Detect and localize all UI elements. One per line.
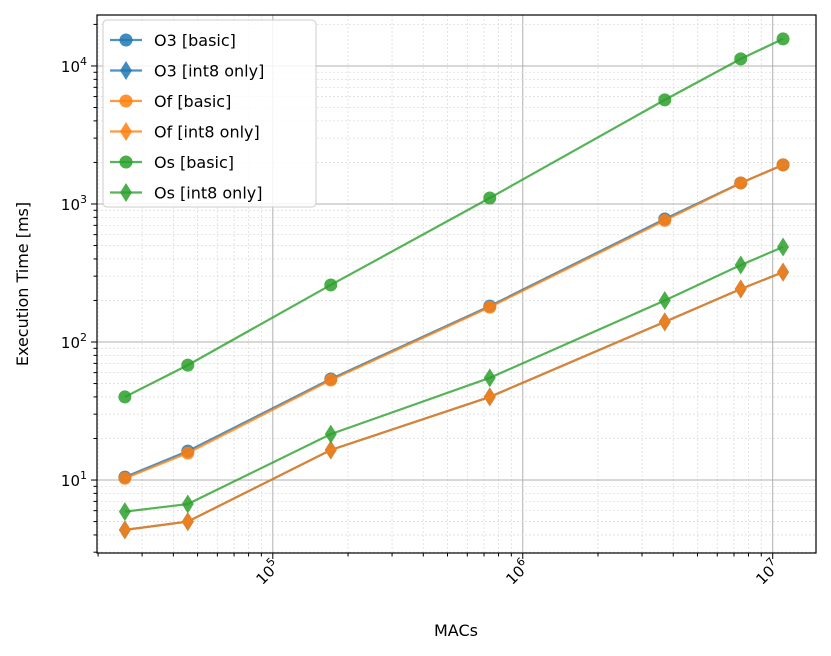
legend-circle-icon	[119, 94, 133, 108]
legend-diamond-icon	[120, 122, 132, 141]
diamond-marker	[483, 368, 496, 388]
y-tick-label: 101	[61, 469, 87, 490]
legend-label: Of [int8 only]	[154, 123, 260, 142]
circle-marker	[658, 213, 672, 227]
legend-label: O3 [int8 only]	[154, 62, 264, 81]
legend-item: Os [basic]	[110, 153, 234, 172]
series-line	[124, 271, 784, 532]
x-tick-label: 107	[750, 555, 783, 588]
series-lines	[118, 32, 790, 540]
circle-marker	[181, 446, 195, 460]
legend-item: O3 [int8 only]	[110, 61, 264, 81]
series-line	[124, 271, 784, 532]
series-os-basic	[118, 32, 790, 404]
circle-marker	[734, 52, 748, 66]
y-tick-exp: 3	[80, 193, 87, 206]
y-tick-base: 10	[61, 196, 80, 214]
circle-marker	[324, 278, 338, 292]
y-tick-exp: 1	[80, 469, 87, 482]
y-axis-label: Execution Time [ms]	[13, 202, 32, 366]
y-tick-base: 10	[61, 472, 80, 490]
legend-circle-icon	[119, 33, 133, 47]
legend-item: Of [int8 only]	[110, 122, 260, 142]
legend-item: Os [int8 only]	[110, 183, 262, 203]
y-tick-base: 10	[61, 334, 80, 352]
y-tick-exp: 4	[80, 55, 87, 68]
circle-marker	[734, 176, 748, 190]
diamond-marker	[658, 290, 671, 310]
diamond-marker	[118, 520, 131, 540]
legend-item: O3 [basic]	[110, 31, 236, 50]
series-line	[124, 245, 784, 513]
diamond-marker	[181, 512, 194, 532]
circle-marker	[324, 373, 338, 387]
circle-marker	[181, 358, 195, 372]
x-axis-label: MACs	[434, 621, 478, 640]
diamond-marker	[324, 440, 337, 460]
series-of-basic	[118, 158, 790, 485]
legend-box	[102, 19, 317, 208]
diamond-marker	[777, 262, 790, 282]
y-tick-base: 10	[61, 58, 80, 76]
circle-marker	[658, 93, 672, 107]
legend-circle-icon	[119, 155, 133, 169]
legend-label: Os [basic]	[154, 153, 234, 172]
circle-marker	[776, 32, 790, 46]
legend-item: Of [basic]	[110, 92, 231, 111]
y-tick-exp: 2	[80, 331, 87, 344]
circle-marker	[118, 471, 132, 485]
legend-label: Os [int8 only]	[154, 184, 262, 203]
series-o3-int8-only	[118, 262, 790, 540]
circle-marker	[483, 300, 497, 314]
diamond-marker	[658, 312, 671, 332]
diamond-marker	[734, 255, 747, 275]
diamond-marker	[777, 237, 790, 257]
x-tick-label: 105	[250, 555, 283, 588]
y-tick-label: 104	[61, 55, 87, 76]
legend-label: Of [basic]	[154, 92, 231, 111]
x-tick-label: 106	[500, 555, 533, 588]
circle-marker	[776, 158, 790, 172]
diamond-marker	[118, 502, 131, 522]
circle-marker	[118, 390, 132, 404]
plot-frame	[96, 14, 817, 554]
y-tick-label: 103	[61, 193, 87, 214]
circle-marker	[483, 191, 497, 205]
legend-label: O3 [basic]	[154, 31, 236, 50]
y-tick-label: 102	[61, 331, 87, 352]
series-of-int8-only	[118, 262, 790, 540]
legend: O3 [basic] O3 [int8 only] Of [basic] Of [in…	[102, 19, 317, 208]
diamond-marker	[324, 424, 337, 444]
series-os-int8-only	[118, 237, 790, 522]
legend-diamond-icon	[120, 61, 132, 80]
diamond-marker	[734, 279, 747, 299]
diamond-marker	[181, 494, 194, 514]
legend-diamond-icon	[120, 183, 132, 202]
diamond-marker	[483, 387, 496, 407]
